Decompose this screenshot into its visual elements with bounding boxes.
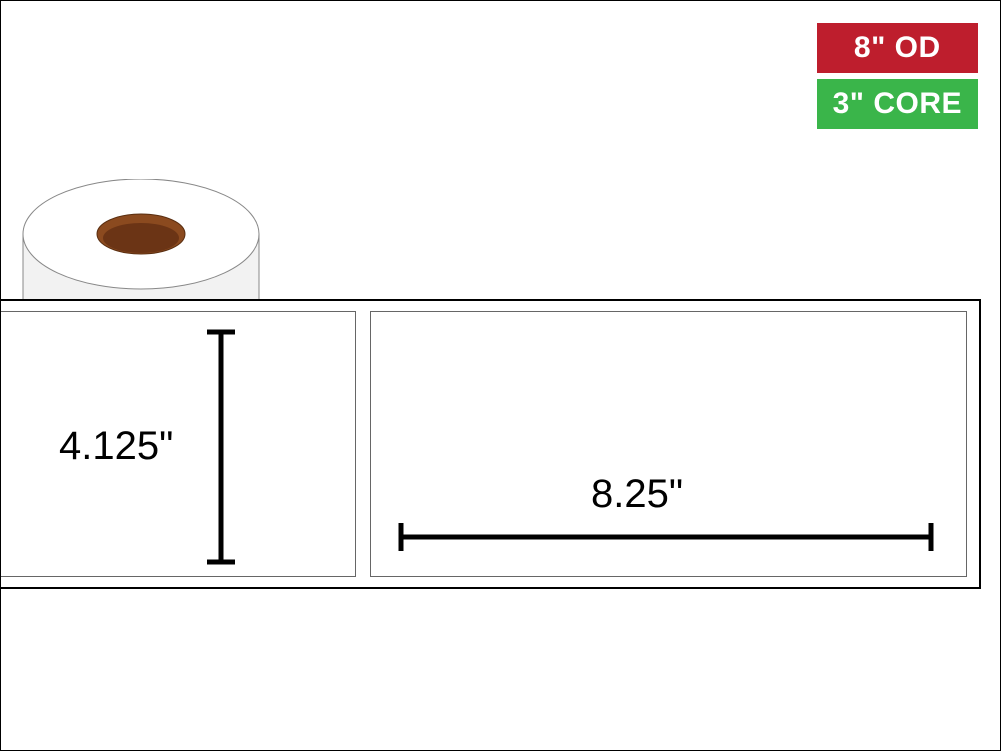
height-dimension-label: 4.125" [59, 424, 173, 469]
roll-svg [11, 179, 281, 319]
roll-core-inner [103, 223, 179, 253]
badge-od: 8" OD [817, 23, 978, 73]
width-marker-svg [371, 312, 966, 576]
width-dimension-label: 8.25" [591, 472, 683, 517]
badge-core: 3" CORE [817, 79, 978, 129]
height-marker-svg [1, 312, 355, 576]
label-panel-left: 4.125" [1, 311, 356, 577]
spec-badges: 8" OD 3" CORE [817, 23, 978, 129]
label-panel-right: 8.25" [370, 311, 967, 577]
label-strip: 4.125" 8.25" [1, 299, 981, 589]
diagram-canvas: 8" OD 3" CORE 4.125" [0, 0, 1001, 751]
